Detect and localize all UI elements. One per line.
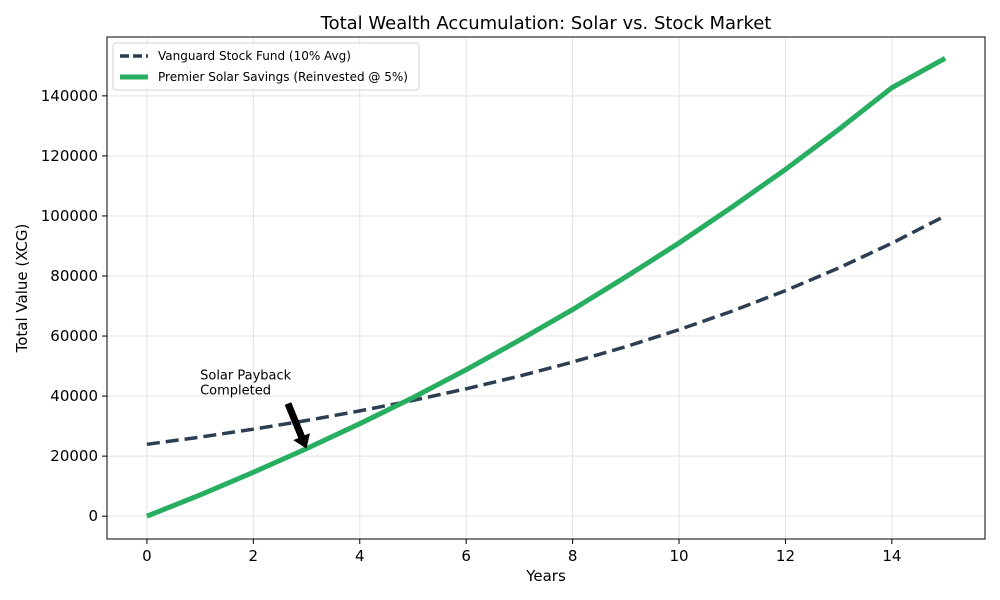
y-tick-label: 40000 (50, 387, 98, 405)
annotation-layer: Solar Payback Completed (200, 369, 310, 449)
legend-box (112, 42, 420, 91)
y-tick-label: 120000 (41, 147, 98, 165)
y-tick-label: 140000 (41, 87, 98, 105)
legend: Vanguard Stock Fund (10% Avg) Premier Sol… (112, 42, 420, 91)
x-tick-label: 2 (249, 547, 259, 565)
plot-frame (106, 36, 986, 540)
x-tick-label: 14 (882, 547, 901, 565)
x-axis: 0 2 4 6 8 10 12 14 (142, 539, 901, 565)
x-tick-label: 6 (461, 547, 471, 565)
legend-label: Vanguard Stock Fund (10% Avg) (158, 49, 351, 63)
legend-label: Premier Solar Savings (Reinvested @ 5%) (158, 70, 408, 84)
annotation-arrow (284, 402, 310, 449)
y-axis-label: Total Value (XCG) (13, 224, 31, 354)
y-tick-label: 80000 (50, 267, 98, 285)
x-tick-label: 0 (142, 547, 152, 565)
x-axis-label: Years (525, 567, 566, 585)
y-tick-label: 0 (88, 507, 98, 525)
grid (107, 37, 985, 539)
x-tick-label: 4 (355, 547, 365, 565)
y-axis: 0 20000 40000 60000 80000 100000 120000 140000 (41, 87, 107, 525)
series-line-1 (146, 214, 946, 447)
x-tick-label: 10 (669, 547, 688, 565)
x-tick-label: 12 (776, 547, 795, 565)
y-tick-label: 60000 (50, 327, 98, 345)
annotation-text: Solar Payback Completed (200, 369, 292, 399)
chart-title: Total Wealth Accumulation: Solar vs. Sto… (320, 13, 772, 34)
y-tick-label: 20000 (50, 447, 98, 465)
x-tick-label: 8 (568, 547, 578, 565)
y-tick-label: 100000 (41, 207, 98, 225)
series-line-2 (145, 56, 947, 519)
series-layer (145, 56, 947, 519)
